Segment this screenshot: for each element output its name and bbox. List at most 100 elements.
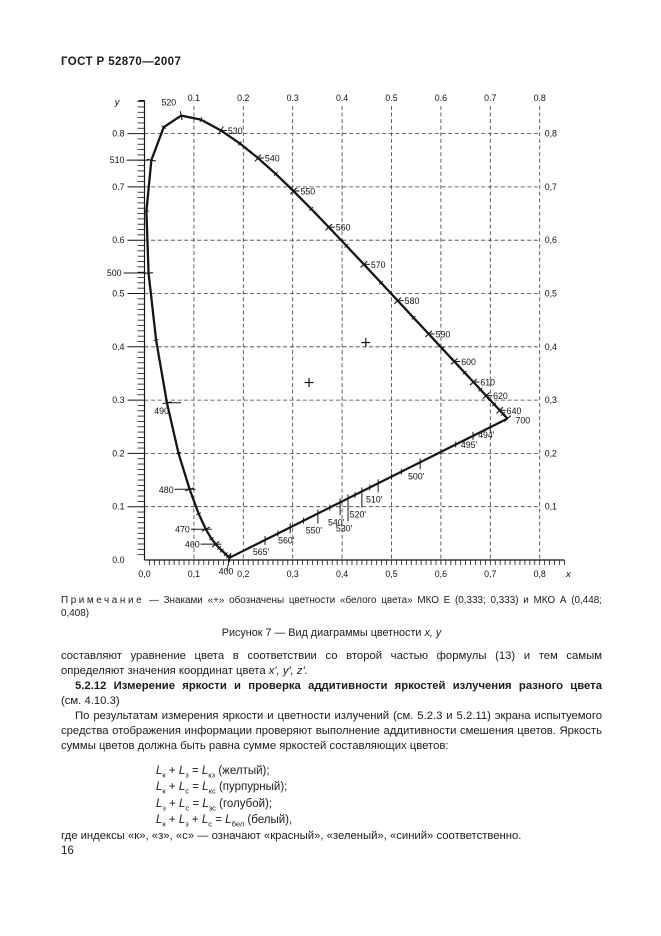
locus-wavelength-tick — [424, 330, 433, 338]
purple-wavelength-label: 565' — [253, 547, 270, 557]
color-coordinate-vars: x', y', z'. — [268, 665, 308, 677]
paragraph-additivity: По результатам измерения яркости и цветн… — [61, 710, 602, 752]
wavelength-label: 600 — [461, 357, 476, 367]
locus-wavelength-tick — [344, 243, 349, 248]
locus-wavelength-tick — [503, 415, 512, 423]
x-tick-label-top: 0.4 — [336, 93, 348, 103]
locus-wavelength-tick — [161, 125, 167, 130]
x-tick-label-top: 0.7 — [484, 93, 496, 103]
wavelength-label: 590 — [436, 329, 451, 339]
spectral-locus — [145, 114, 509, 559]
y-tick-label-left: 0.6 — [112, 235, 124, 245]
locus-wavelength-tick — [216, 545, 222, 551]
y-tick-label-left: 0.2 — [112, 448, 124, 458]
locus-wavelength-tick — [175, 451, 182, 455]
formula-line: Lк + Lз + Lс = Lбел (белый), — [156, 814, 293, 829]
y-tick-label-left: 0.4 — [112, 342, 124, 352]
purple-wavelength-label: 550' — [306, 525, 323, 535]
wavelength-label: 580 — [405, 296, 420, 306]
locus-wavelength-tick — [491, 402, 497, 407]
figure-caption: Рисунок 7 — Вид диаграммы цветности x, y — [61, 627, 602, 639]
y-tick-label-right: 0,4 — [545, 342, 557, 352]
locus-wavelength-tick — [254, 154, 262, 162]
section-heading-reference: (см. 4.10.3) — [61, 695, 120, 707]
locus-wavelength-tick — [325, 223, 333, 231]
wavelength-label: 640 — [507, 406, 522, 416]
y-tick-label-left: 0.8 — [112, 129, 124, 139]
locus-wavelength-tick — [496, 406, 504, 414]
y-tick-label-right: 0,1 — [545, 502, 557, 512]
y-tick-label-right: 0,8 — [545, 129, 557, 139]
wavelength-label: 550 — [300, 187, 315, 197]
wavelength-label: 470 — [175, 525, 190, 535]
formula-line: Lк + Lз = Lкз (желтый); — [156, 765, 270, 780]
purple-wavelength-label: 500' — [408, 471, 425, 481]
purple-wavelength-label: 530' — [336, 523, 353, 533]
wavelength-label: 570 — [371, 260, 386, 270]
y-tick-label-left: 0.1 — [112, 502, 124, 512]
y-tick-label-right: 0,7 — [545, 182, 557, 192]
document-header: ГОСТ Р 52870—2007 — [61, 56, 182, 68]
purple-wavelength-label: 560' — [278, 535, 295, 545]
purple-wavelength-label: 520' — [350, 509, 367, 519]
wavelength-label: 530 — [228, 126, 243, 136]
locus-wavelength-tick — [179, 111, 183, 121]
purple-wavelength-label: 510' — [366, 494, 383, 504]
locus-wavelength-tick — [440, 346, 445, 351]
wavelength-label: 620 — [493, 391, 508, 401]
x-tick-label-top: 0.1 — [188, 93, 200, 103]
x-tick-label-bottom: 0,2 — [237, 569, 249, 579]
formula-line: Lз + Lс = Lзс (голубой); — [156, 797, 273, 813]
locus-wavelength-tick — [146, 158, 156, 162]
locus-wavelength-tick — [227, 554, 231, 560]
figure-caption-text: Рисунок 7 — Вид диаграммы цветности — [221, 627, 422, 639]
x-tick-label-bottom: 0,6 — [435, 569, 447, 579]
purple-wavelength-label: 540' — [328, 517, 345, 527]
wavelength-label: 460 — [185, 540, 200, 550]
y-tick-label-right: 0,2 — [545, 448, 557, 458]
figure-note: Примечание — Знаками «+» обозначены цвет… — [61, 594, 602, 620]
locus-wavelength-tick — [219, 548, 224, 553]
locus-wavelength-tick — [223, 551, 228, 557]
locus-wavelength-tick — [482, 392, 490, 400]
x-axis-title: x — [565, 569, 572, 580]
body-text: составляют уравнение цвета в соответстви… — [61, 649, 602, 844]
wavelength-label: 510 — [110, 155, 125, 165]
x-tick-label-top: 0.6 — [435, 93, 447, 103]
locus-wavelength-tick — [478, 387, 483, 392]
y-tick-label-right: 0,6 — [545, 235, 557, 245]
locus-wavelength-tick — [450, 357, 458, 365]
page-number: 16 — [61, 845, 74, 857]
x-tick-label-bottom: 0,8 — [534, 569, 546, 579]
wavelength-label: 500 — [107, 268, 122, 278]
wavelength-label: 520 — [162, 98, 177, 108]
locus-wavelength-tick — [469, 378, 478, 386]
wavelength-label: 540 — [265, 153, 280, 163]
section-heading-5-2-12: 5.2.12 Измерение яркости и проверка адди… — [75, 680, 602, 692]
paragraph-continuation: составляют уравнение цвета в соответстви… — [61, 650, 602, 677]
x-tick-label-bottom: 0,0 — [138, 569, 150, 579]
y-tick-label-right: 0,5 — [545, 289, 557, 299]
locus-wavelength-tick — [218, 126, 224, 135]
wavelength-label: 480 — [159, 485, 174, 495]
wavelength-label: 400 — [219, 566, 234, 576]
locus-wavelength-tick — [308, 206, 314, 211]
y-tick-label-right: 0,3 — [545, 395, 557, 405]
formula-line: Lк + Lс = Lкс (пурпурный); — [156, 781, 288, 796]
wavelength-label: 610 — [480, 377, 495, 387]
locus-wavelength-tick — [196, 512, 202, 516]
locus-wavelength-tick — [273, 171, 278, 177]
note-text: — Знаками «+» обозначены цветности «бело… — [61, 595, 602, 619]
y-tick-label-left: 0.0 — [112, 555, 124, 565]
locus-wavelength-tick — [360, 260, 368, 268]
locus-wavelength-tick — [209, 536, 214, 541]
x-tick-label-bottom: 0,3 — [287, 569, 299, 579]
locus-wavelength-tick — [378, 280, 384, 285]
y-tick-label-left: 0.5 — [112, 289, 124, 299]
purple-wavelength-label: 494' — [478, 430, 495, 440]
figure-caption-vars: x, y — [424, 627, 442, 639]
purple-wavelength-label: 495' — [461, 440, 478, 450]
index-legend: где индексы «к», «з», «с» — означают «кр… — [61, 829, 522, 842]
locus-wavelength-tick — [411, 315, 416, 320]
